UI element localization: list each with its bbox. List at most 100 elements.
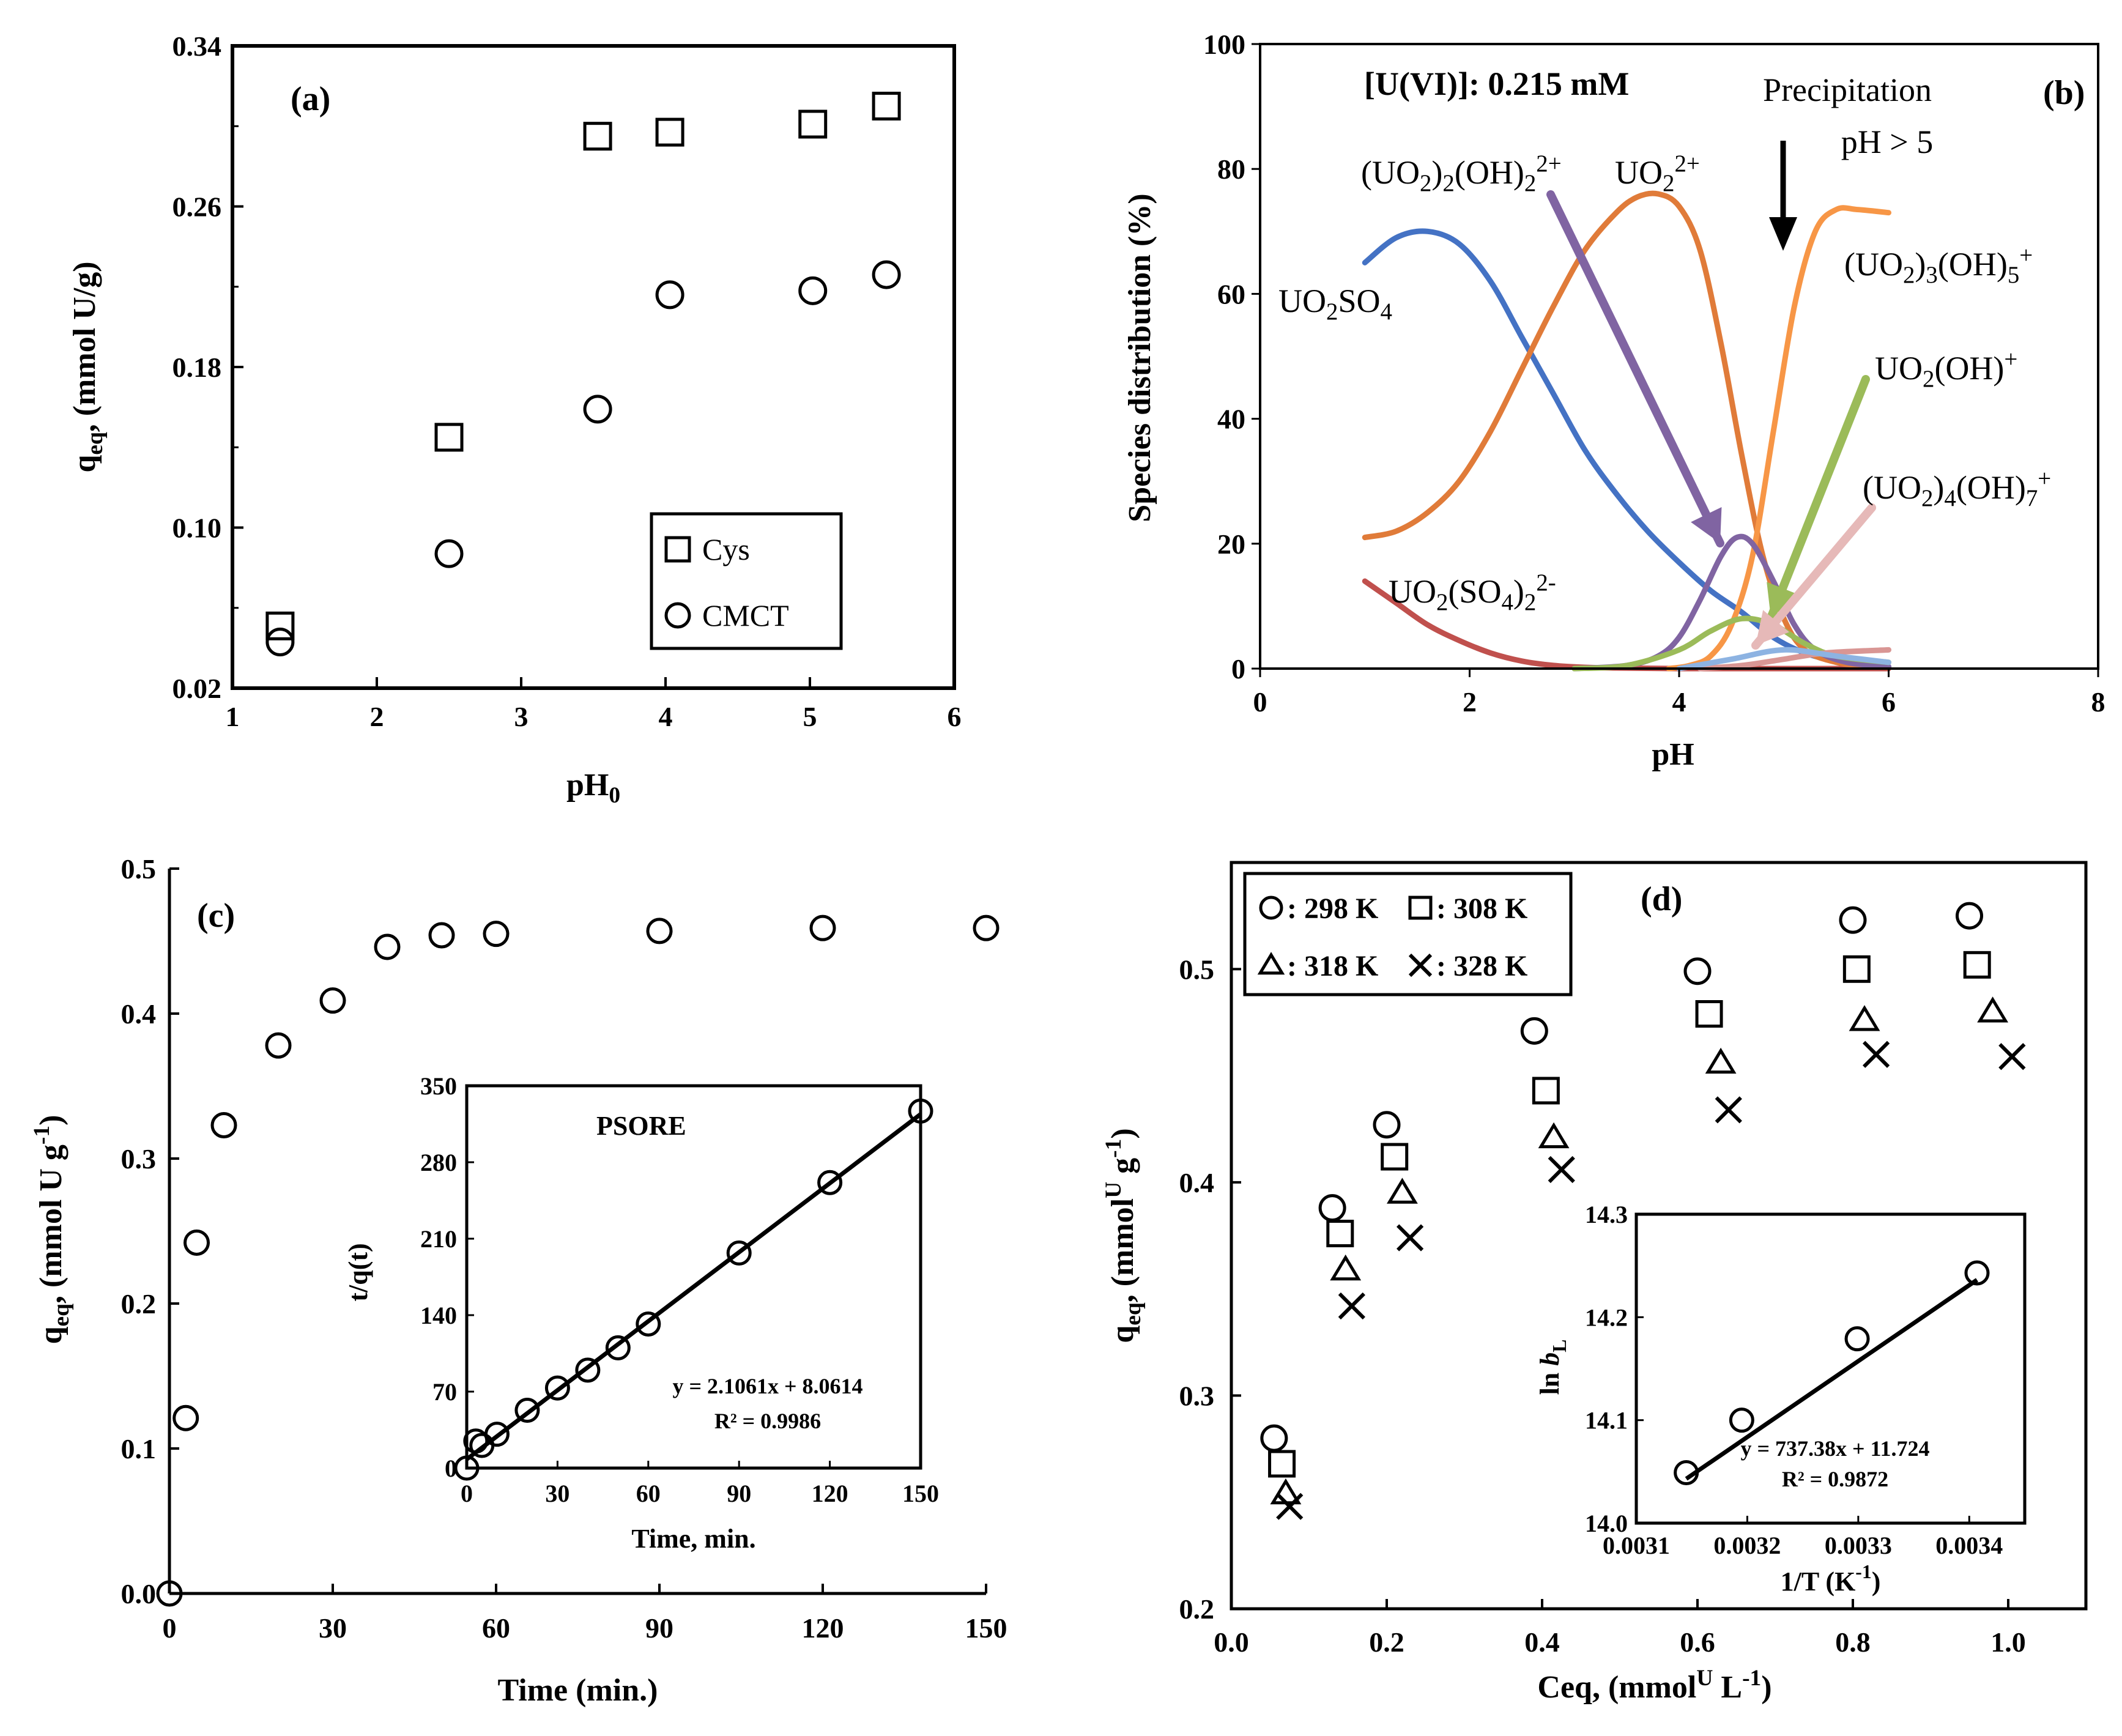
point-cys <box>655 117 684 147</box>
species-label-uo2so4-part: UO <box>1278 283 1326 319</box>
isotherm-point-cross <box>1276 1493 1304 1520</box>
species-label-uo2so42-part: UO <box>1389 573 1436 610</box>
legend-label-square: : 308 K <box>1436 892 1527 925</box>
inset-x-axis-label-part: ) <box>1872 1567 1881 1597</box>
x-tick-label: 0.6 <box>1680 1627 1715 1658</box>
y-tick-label: 0.2 <box>1179 1593 1215 1625</box>
inset-y-tick-label: 14.0 <box>1585 1510 1628 1537</box>
species-label-uo2oh-part: + <box>2004 346 2017 373</box>
point-cmct <box>655 280 684 310</box>
pointer-arrow-uo2oh-head <box>1767 582 1799 618</box>
y-tick-label: 0 <box>1231 653 1245 684</box>
isotherm-point-triangle <box>1977 996 2009 1023</box>
species-label-uo2so42-part: 4 <box>1501 589 1513 615</box>
y-axis-label: qeq, (mmol U/g) <box>67 261 108 472</box>
inset-r2: R² = 0.9986 <box>714 1409 821 1433</box>
species-label-dimer-part: (OH) <box>1455 154 1524 191</box>
x-tick-label: 90 <box>645 1612 673 1644</box>
inset-fit-line <box>1685 1278 1978 1481</box>
point-cys <box>434 423 464 452</box>
isotherm-point-circle <box>1520 1017 1548 1045</box>
x-tick-label: 0 <box>163 1612 177 1644</box>
species-label-dimer-part: 2 <box>1442 170 1454 196</box>
inset-x-tick-label: 60 <box>636 1480 661 1507</box>
inset-y-axis-label: t/q(t) <box>343 1243 373 1301</box>
inset-r2: R² = 0.9872 <box>1782 1467 1888 1491</box>
isotherm-point-square <box>1268 1450 1296 1478</box>
y-tick-label: 40 <box>1217 404 1245 435</box>
species-label-uo2oh-part: (OH) <box>1934 350 2004 387</box>
y-axis-label-part: q <box>34 1326 69 1344</box>
inset-y-tick-label: 350 <box>420 1072 457 1100</box>
species-label-dimer-part: ) <box>1431 154 1442 191</box>
x-axis-label-part: Ceq, (mmol <box>1537 1670 1696 1705</box>
x-tick-label: 5 <box>803 701 817 732</box>
y-tick-label: 0.34 <box>173 31 222 62</box>
kinetic-point <box>319 987 346 1014</box>
inset-point <box>636 1311 661 1337</box>
species-label-uo24oh7-part: ) <box>1933 469 1944 506</box>
x-tick-label: 4 <box>659 701 673 732</box>
y-tick-label: 100 <box>1203 29 1245 60</box>
inset-fit-line <box>465 1112 922 1461</box>
legend-label-triangle: : 318 K <box>1287 950 1378 982</box>
inset-point <box>605 1335 631 1360</box>
y-tick-label: 0.4 <box>121 998 157 1029</box>
point-cys <box>872 91 901 121</box>
panel-a-pH-effect: 1 2 3 4 5 6 0.02 0.10 0.18 0.26 0.34 pH0 qeq, (mmol … <box>67 31 962 808</box>
isotherm-point-square <box>1963 951 1991 979</box>
species-label-uo23oh5: (UO2)3(OH)5+ <box>1844 242 2033 288</box>
y-tick-label: 0.3 <box>121 1143 157 1174</box>
kinetic-point <box>646 918 673 944</box>
species-label-uo2so4-part: 2 <box>1326 299 1338 325</box>
y-tick-label: 0.10 <box>173 513 222 544</box>
species-label-uo24oh7-part: + <box>2038 466 2051 492</box>
y-tick-label: 0.1 <box>121 1433 157 1464</box>
legend-box <box>1243 872 1573 996</box>
y-axis-label-part: U <box>1101 1182 1126 1198</box>
inset-x-tick-label: 0.0034 <box>1935 1532 2003 1559</box>
point-cmct <box>265 628 295 657</box>
inset-point <box>817 1170 843 1195</box>
inset-title: PSORE <box>596 1111 686 1141</box>
species-label-dimer-part: 2+ <box>1536 150 1561 177</box>
y-axis-label-part: , (mmol U/g) <box>67 261 102 432</box>
x-tick-label: 3 <box>514 701 529 732</box>
inset-y-tick-label: 140 <box>420 1302 457 1329</box>
x-axis-label-part: pH <box>566 768 609 803</box>
x-axis-label: pH0 <box>566 768 620 808</box>
inset-y-axis-label: ln bL <box>1535 1340 1570 1395</box>
inset-x-tick-label: 90 <box>727 1480 751 1507</box>
species-label-uo2-part: 2 <box>1663 170 1674 196</box>
legend-marker-triangle <box>1257 952 1285 975</box>
y-tick-label: 0.4 <box>1179 1167 1215 1198</box>
inset-point <box>1964 1260 1990 1286</box>
kinetic-point <box>973 914 1000 941</box>
inset-x-tick-label: 0.0033 <box>1825 1532 1892 1559</box>
isotherm-point-triangle <box>1538 1122 1570 1149</box>
inset-point <box>1674 1460 1699 1486</box>
point-cys <box>583 122 612 151</box>
isotherm-point-square <box>1381 1143 1409 1171</box>
legend-marker-cmct <box>664 602 691 629</box>
isotherm-point-cross <box>1862 1040 1890 1068</box>
y-axis-label-part: , (mmol U g <box>34 1144 69 1304</box>
pointer-arrow-dimer-shaft <box>1546 190 1724 547</box>
kinetic-point <box>184 1229 210 1256</box>
isotherm-point-square <box>1532 1077 1560 1105</box>
isotherm-point-square <box>1326 1220 1354 1248</box>
isotherm-point-triangle <box>1705 1047 1737 1074</box>
isotherm-point-circle <box>1839 906 1867 934</box>
species-label-uo23oh5-part: 3 <box>1926 262 1937 288</box>
species-label-uo23oh5-part: 2 <box>1903 262 1915 288</box>
kinetic-point <box>483 921 510 948</box>
y-axis-label-part: eq <box>49 1304 74 1327</box>
panel-label: (d) <box>1641 880 1682 918</box>
x-tick-label: 1.0 <box>1990 1627 2026 1658</box>
y-axis-label-part: q <box>1105 1326 1140 1343</box>
inset-point <box>1729 1408 1754 1433</box>
inset-x-axis-label-part: 1/T (K <box>1781 1567 1856 1597</box>
inset-x-tick-label: 0.0031 <box>1603 1532 1670 1559</box>
y-axis-label: Species distribution (%) <box>1122 193 1157 522</box>
